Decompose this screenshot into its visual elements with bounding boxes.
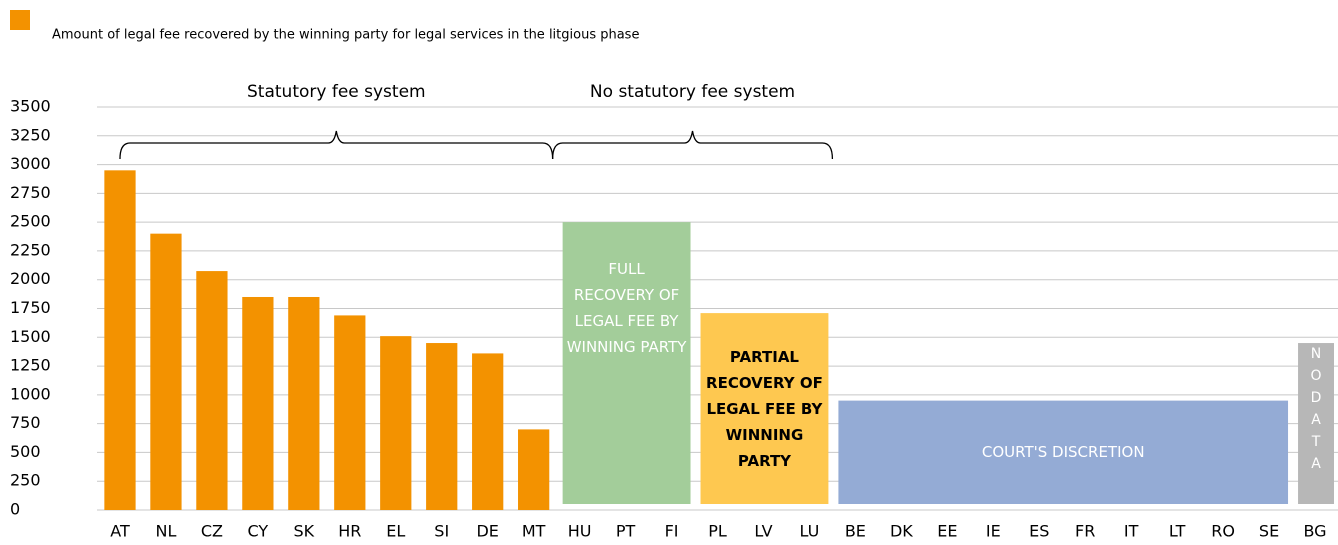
region-box	[1298, 343, 1334, 504]
bar	[104, 170, 136, 511]
legend-label: Amount of legal fee recovered by the win…	[52, 28, 639, 43]
x-tick-label: AT	[110, 522, 130, 541]
x-tick-label: IT	[1124, 522, 1139, 541]
x-tick-label: NL	[155, 522, 176, 541]
region-label-box: PARTIAL RECOVERY OF LEGAL FEE BY WINNING…	[706, 347, 823, 470]
y-tick-label: 3000	[10, 154, 51, 173]
x-tick-label: DK	[890, 522, 913, 541]
x-tick-label: MT	[522, 522, 546, 541]
bar	[242, 296, 274, 510]
y-tick-label: 3500	[10, 97, 51, 116]
x-tick-label: PT	[616, 522, 636, 541]
region-label: COURT'S DISCRETION	[981, 443, 1145, 462]
x-tick-label: BG	[1303, 522, 1326, 541]
x-tick-label: LT	[1169, 522, 1186, 541]
region-label-box: NO DATA	[1310, 346, 1326, 473]
y-tick-label: 2000	[10, 269, 51, 288]
y-tick-label: 1250	[10, 356, 51, 375]
x-tick-label: SE	[1259, 522, 1279, 541]
x-tick-label: EE	[937, 522, 957, 541]
region-box	[562, 222, 691, 504]
x-tick-label: FR	[1075, 522, 1095, 541]
x-tick-label: BE	[845, 522, 866, 541]
bar	[196, 271, 228, 510]
y-tick-label: 3250	[10, 125, 51, 144]
bar	[380, 336, 412, 510]
x-tick-label: EL	[386, 522, 405, 541]
y-tick-label: 2750	[10, 183, 51, 202]
x-tick-label: DE	[476, 522, 498, 541]
region-label-box: FULL RECOVERY OF LEGAL FEE BY WINNING PA…	[566, 260, 687, 357]
x-tick-label: CY	[248, 522, 269, 541]
group-label: No statutory fee system	[590, 82, 795, 102]
brace	[551, 130, 834, 160]
region-label: FULL RECOVERY OF LEGAL FEE BY WINNING PA…	[566, 260, 687, 357]
x-tick-label: HR	[338, 522, 361, 541]
y-tick-label: 1500	[10, 327, 51, 346]
x-tick-label: IE	[986, 522, 1001, 541]
region-label-box: COURT'S DISCRETION	[981, 443, 1145, 462]
x-tick-label: FI	[665, 522, 679, 541]
y-tick-label: 750	[10, 413, 41, 432]
y-tick-label: 2500	[10, 212, 51, 231]
y-tick-label: 1750	[10, 298, 51, 317]
bar	[472, 353, 504, 510]
x-tick-label: HU	[568, 522, 592, 541]
y-tick-label: 1000	[10, 384, 51, 403]
bar	[288, 296, 320, 510]
bar	[150, 233, 182, 510]
x-tick-label: RO	[1211, 522, 1235, 541]
y-tick-label: 250	[10, 471, 41, 490]
region-box	[700, 313, 829, 504]
x-tick-label: SI	[434, 522, 449, 541]
region-box	[838, 400, 1289, 504]
group-label: Statutory fee system	[247, 82, 426, 102]
bar	[334, 315, 366, 510]
brace	[119, 130, 554, 160]
x-tick-label: SK	[294, 522, 315, 541]
y-tick-label: 2250	[10, 240, 51, 259]
x-tick-label: LV	[754, 522, 772, 541]
y-tick-label: 500	[10, 442, 41, 461]
region-label: PARTIAL RECOVERY OF LEGAL FEE BY WINNING…	[706, 347, 823, 470]
x-tick-label: CZ	[201, 522, 223, 541]
y-tick-label: 0	[10, 500, 20, 519]
bar	[518, 429, 550, 510]
x-tick-label: PL	[708, 522, 727, 541]
region-label: NO DATA	[1310, 346, 1326, 473]
bar	[426, 343, 458, 510]
legend-swatch	[10, 10, 30, 30]
x-tick-label: ES	[1029, 522, 1049, 541]
x-tick-label: LU	[800, 522, 820, 541]
